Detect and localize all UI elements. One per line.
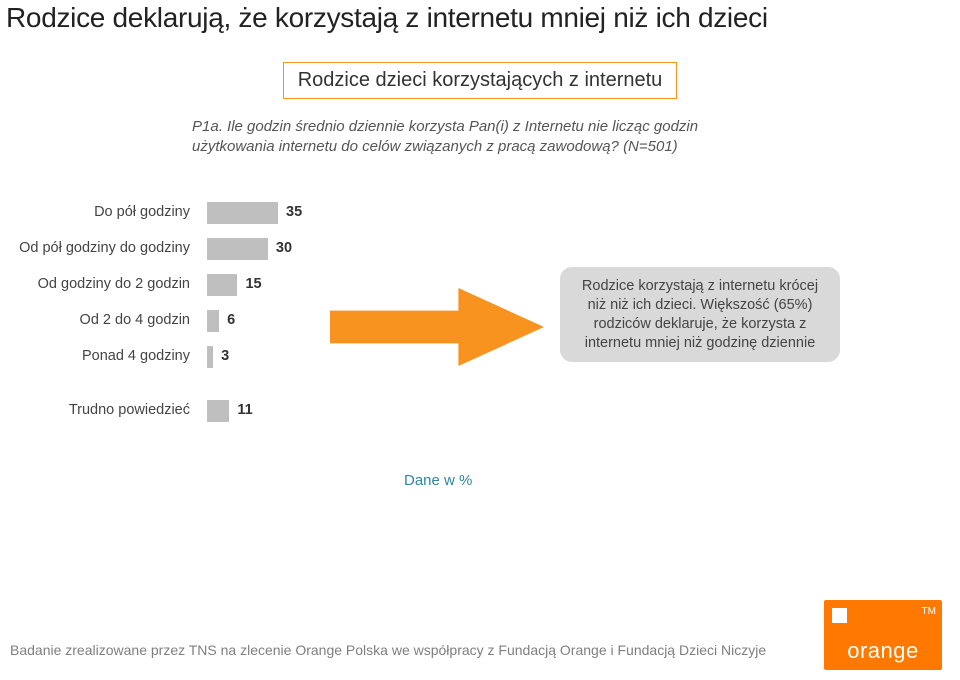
page-title: Rodzice deklarują, że korzystają z inter… [6, 2, 960, 34]
logo-text: orange [824, 638, 942, 664]
chart-bar-value: 6 [227, 312, 235, 328]
chart-category-label: Od pół godziny do godziny [5, 240, 190, 256]
chart-category-label: Ponad 4 godziny [5, 348, 190, 364]
logo-tm: TM [922, 606, 936, 617]
chart-category-label: Do pół godziny [5, 204, 190, 220]
chart-category-label: Trudno powiedzieć [5, 402, 190, 418]
chart-bar [207, 274, 237, 296]
chart-bar [207, 400, 229, 422]
callout-box: Rodzice korzystają z internetu krócej ni… [560, 267, 840, 362]
subtitle-box: Rodzice dzieci korzystających z internet… [283, 62, 678, 99]
logo-square-icon [832, 608, 847, 623]
data-unit-label: Dane w % [404, 472, 472, 489]
chart-bar [207, 202, 278, 224]
chart-bar-value: 35 [286, 204, 302, 220]
chart-category-label: Od godziny do 2 godzin [5, 276, 190, 292]
question-text: P1a. Ile godzin średnio dziennie korzyst… [192, 117, 770, 158]
chart-bar-value: 30 [276, 240, 292, 256]
subtitle-text: Rodzice dzieci korzystających z internet… [298, 69, 663, 91]
arrow-icon [330, 288, 544, 366]
footer-text: Badanie zrealizowane przez TNS na zlecen… [10, 642, 766, 658]
chart-bar [207, 310, 219, 332]
chart-bar [207, 346, 213, 368]
chart-bar-value: 3 [221, 348, 229, 364]
chart-bar-value: 11 [237, 402, 252, 418]
orange-logo: TM orange [824, 600, 942, 670]
callout-text: Rodzice korzystają z internetu krócej ni… [582, 278, 818, 351]
chart-bar-value: 15 [245, 276, 261, 292]
chart-category-label: Od 2 do 4 godzin [5, 312, 190, 328]
chart-bar [207, 238, 268, 260]
